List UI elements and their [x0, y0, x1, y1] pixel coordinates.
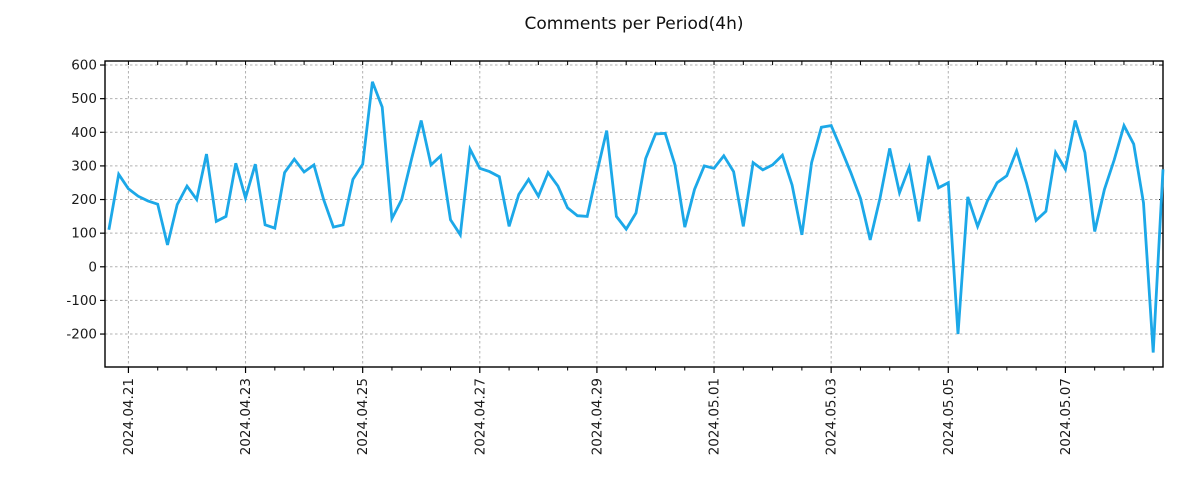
- x-tick-label: 2024.05.01: [707, 378, 723, 455]
- x-tick-label: 2024.05.07: [1058, 378, 1074, 455]
- y-tick-label: -100: [66, 293, 97, 309]
- chart-title: Comments per Period(4h): [524, 14, 744, 34]
- x-tick-label: 2024.05.05: [941, 378, 957, 455]
- x-tick-label: 2024.04.27: [472, 378, 488, 455]
- plot-border: [104, 60, 1164, 368]
- y-tick-label: 400: [71, 125, 97, 141]
- x-tick-label: 2024.04.23: [238, 378, 254, 455]
- x-tick-label: 2024.04.29: [589, 378, 605, 455]
- y-tick-label: 0: [88, 259, 97, 275]
- x-tick-label: 2024.04.25: [355, 378, 371, 455]
- x-tick-label: 2024.05.03: [824, 378, 840, 455]
- y-tick-label: 600: [71, 58, 97, 74]
- y-tick-label: -200: [66, 327, 97, 343]
- y-tick-label: 300: [71, 158, 97, 174]
- x-tick-label: 2024.04.21: [121, 378, 137, 455]
- y-tick-label: 200: [71, 192, 97, 208]
- y-tick-label: 500: [71, 91, 97, 107]
- data-series-line: [107, 81, 1165, 353]
- y-tick-label: 100: [71, 226, 97, 242]
